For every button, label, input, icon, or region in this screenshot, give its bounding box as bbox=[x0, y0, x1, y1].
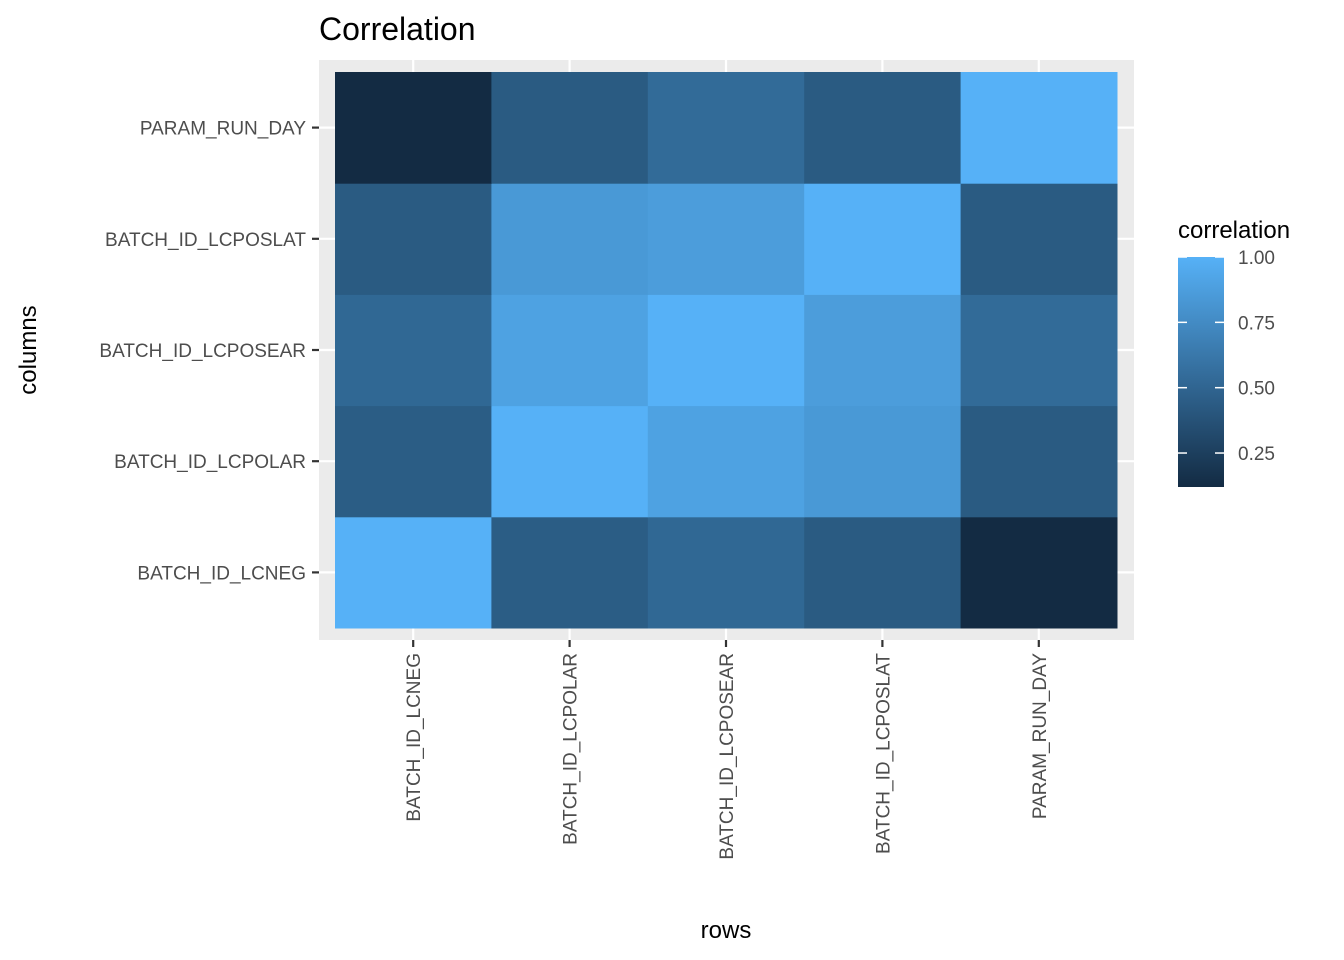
legend-tick-label: 0.50 bbox=[1238, 379, 1275, 400]
legend: correlation 0.25 0.50 0.75 1.00 bbox=[1178, 217, 1290, 487]
heatmap-cell bbox=[960, 516, 1118, 629]
heatmap-cell bbox=[647, 516, 805, 629]
heatmap-cell bbox=[647, 183, 805, 295]
heatmap-cell bbox=[804, 72, 962, 184]
legend-title: correlation bbox=[1178, 217, 1290, 244]
y-tick-label: BATCH_ID_LCPOSEAR bbox=[99, 341, 306, 362]
heatmap-cell bbox=[335, 405, 492, 518]
y-tick-label: BATCH_ID_LCNEG bbox=[137, 563, 306, 584]
x-tick-label: BATCH_ID_LCPOLAR bbox=[561, 653, 582, 845]
heatmap-cell bbox=[335, 183, 492, 295]
heatmap-cell bbox=[960, 72, 1118, 184]
y-tick-label: PARAM_RUN_DAY bbox=[140, 119, 306, 140]
heatmap-cell bbox=[335, 72, 492, 184]
legend-colorbar bbox=[1178, 257, 1224, 487]
heatmap-cell bbox=[491, 294, 649, 407]
chart-title: Correlation bbox=[319, 11, 476, 47]
x-tick-label: PARAM_RUN_DAY bbox=[1030, 653, 1051, 819]
y-axis: BATCH_ID_LCNEG BATCH_ID_LCPOLAR BATCH_ID_L… bbox=[99, 119, 319, 584]
heatmap-cell bbox=[804, 405, 962, 518]
legend-tick-label: 0.75 bbox=[1238, 313, 1275, 334]
heatmap-cell bbox=[491, 183, 649, 295]
heatmap-cell bbox=[804, 294, 962, 407]
heatmap-cell bbox=[960, 405, 1118, 518]
heatmap-cell bbox=[335, 516, 492, 629]
x-tick-label: BATCH_ID_LCPOSEAR bbox=[717, 653, 738, 860]
heatmap-cell bbox=[647, 72, 805, 184]
heatmap-cells bbox=[335, 72, 1118, 629]
heatmap-cell bbox=[804, 516, 962, 629]
x-axis-title: rows bbox=[701, 917, 752, 944]
y-axis-title: columns bbox=[15, 305, 42, 394]
heatmap-cell bbox=[491, 516, 649, 629]
heatmap-cell bbox=[804, 183, 962, 295]
heatmap-cell bbox=[491, 72, 649, 184]
x-tick-label: BATCH_ID_LCNEG bbox=[404, 653, 425, 822]
x-axis: BATCH_ID_LCNEG BATCH_ID_LCPOLAR BATCH_ID_L… bbox=[404, 640, 1051, 860]
heatmap-cell bbox=[960, 183, 1118, 295]
y-tick-label: BATCH_ID_LCPOSLAT bbox=[105, 230, 306, 251]
heatmap-cell bbox=[647, 294, 805, 407]
heatmap-cell bbox=[960, 294, 1118, 407]
legend-ticks: 0.25 0.50 0.75 1.00 bbox=[1178, 248, 1275, 465]
heatmap-cell bbox=[647, 405, 805, 518]
heatmap-cell bbox=[491, 405, 649, 518]
legend-tick-label: 1.00 bbox=[1238, 248, 1275, 269]
x-tick-label: BATCH_ID_LCPOSLAT bbox=[873, 653, 894, 854]
y-tick-label: BATCH_ID_LCPOLAR bbox=[114, 452, 306, 473]
heatmap-cell bbox=[335, 294, 492, 407]
legend-tick-label: 0.25 bbox=[1238, 444, 1275, 465]
